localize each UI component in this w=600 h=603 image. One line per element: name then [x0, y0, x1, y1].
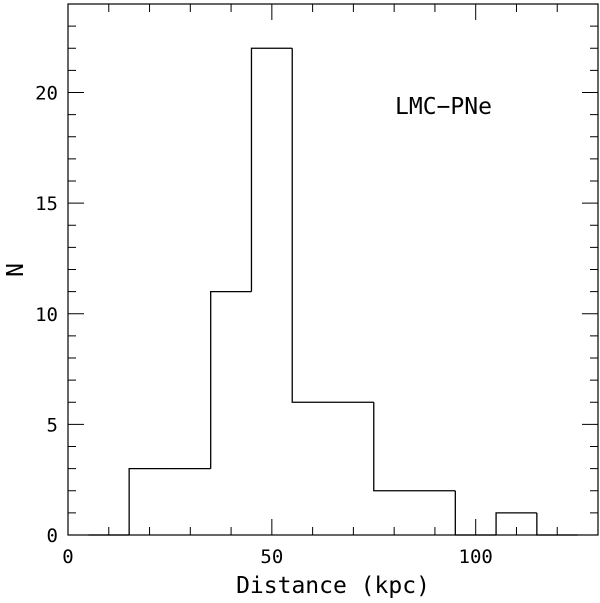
chart-annotation: LMC−PNe [395, 94, 492, 120]
histogram-bin [373, 402, 415, 492]
y-tick-label: 10 [35, 304, 58, 326]
y-axis-label: N [3, 263, 29, 277]
plot-frame [67, 3, 599, 536]
x-tick-label: 0 [62, 546, 73, 568]
y-tick-label: 0 [47, 525, 58, 547]
tick-labels: 0 50 100 0 5 10 15 20 [35, 83, 493, 569]
histogram-bin [454, 490, 497, 536]
y-tick-label: 5 [47, 414, 58, 436]
histogram-bin [128, 467, 170, 535]
axis-ticks [67, 3, 599, 536]
histogram-bin [536, 512, 578, 536]
x-tick-label: 50 [260, 546, 283, 568]
y-tick-label: 20 [35, 83, 58, 105]
histogram-bins [88, 47, 578, 536]
x-axis-label: Distance (kpc) [236, 573, 430, 599]
histogram-bin [291, 48, 333, 403]
x-tick-label: 100 [459, 546, 493, 568]
histogram-bin [495, 512, 537, 535]
histogram-bin [250, 47, 293, 292]
histogram-bin [210, 290, 252, 469]
y-tick-label: 15 [35, 193, 58, 215]
